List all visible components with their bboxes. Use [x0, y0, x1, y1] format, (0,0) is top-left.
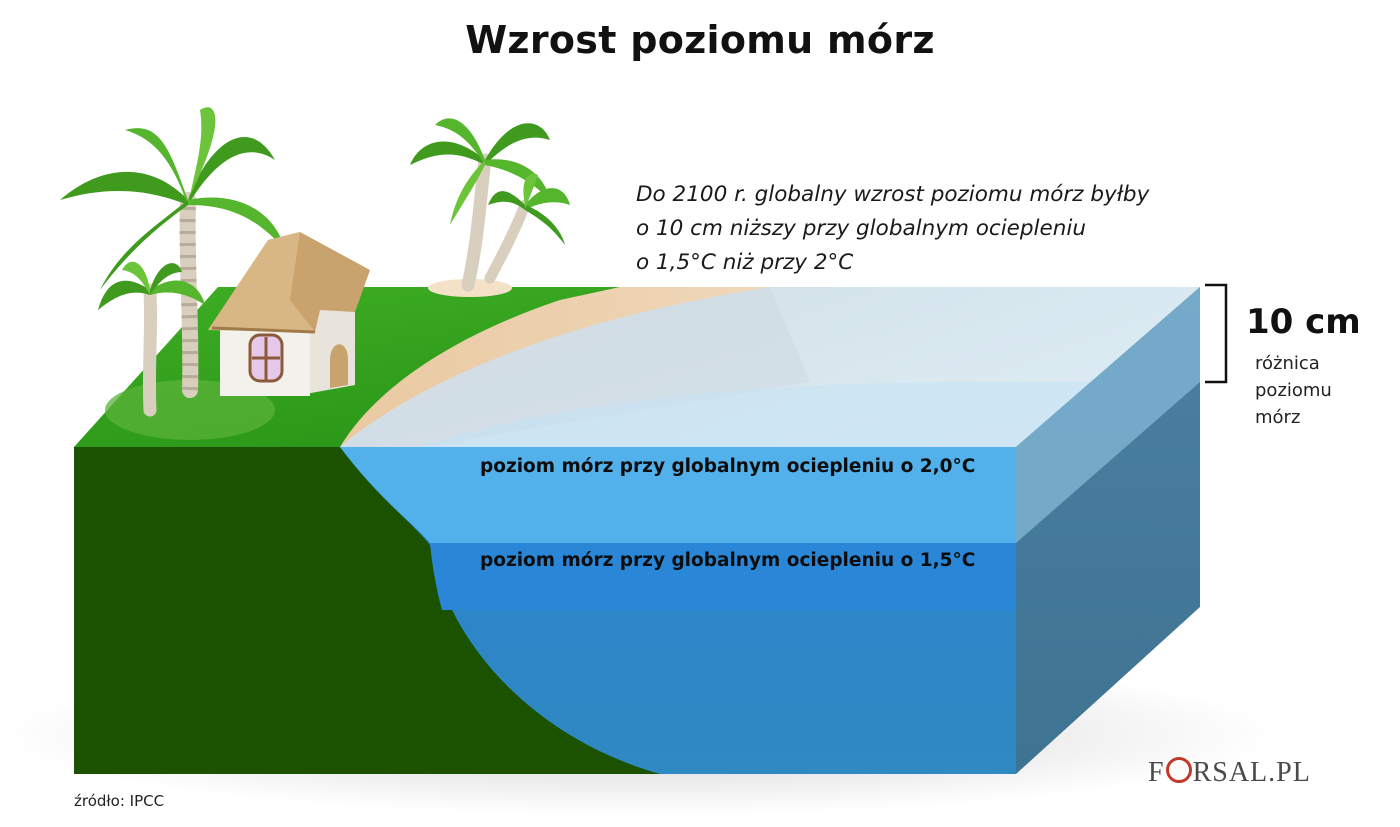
- level-label-2-0: poziom mórz przy globalnym ociepleniu o …: [480, 456, 976, 477]
- logo-o-icon: [1165, 757, 1192, 783]
- level-label-1-5: poziom mórz przy globalnym ociepleniu o …: [480, 550, 976, 571]
- page-title: Wzrost poziomu mórz: [465, 18, 935, 62]
- difference-bracket: [1205, 283, 1228, 384]
- difference-label: różnica poziomu mórz: [1255, 350, 1385, 431]
- water-level-1-5-top: [420, 381, 1200, 447]
- difference-label-line: różnica: [1255, 353, 1320, 374]
- difference-label-line: mórz: [1255, 407, 1301, 428]
- difference-label-line: poziomu: [1255, 380, 1332, 401]
- source-note: źródło: IPCC: [74, 792, 165, 810]
- water-band-1-5: [430, 543, 1016, 610]
- water-side-top-band: [1016, 287, 1200, 543]
- water-band-2-0: [340, 447, 1016, 543]
- forsal-logo: F RSAL.PL: [1148, 757, 1311, 789]
- description-line: o 10 cm niższy przy globalnym ociepleniu: [636, 216, 1086, 241]
- palm-tree-icon: [98, 261, 205, 417]
- description-line: o 1,5°C niż przy 2°C: [636, 250, 854, 275]
- palm-tree-icon: [60, 107, 285, 398]
- difference-value: 10 cm: [1246, 302, 1361, 342]
- description-line: Do 2100 r. globalny wzrost poziomu mórz …: [636, 182, 1150, 207]
- description-text: Do 2100 r. globalny wzrost poziomu mórz …: [636, 178, 1256, 280]
- palm-tree-icon: [410, 118, 550, 292]
- hut-icon: [208, 232, 370, 396]
- palm-tree-icon: [484, 173, 570, 284]
- water-top-shade: [340, 287, 810, 447]
- logo-text-right: RSAL.PL: [1192, 757, 1311, 788]
- logo-text-left: F: [1148, 757, 1165, 788]
